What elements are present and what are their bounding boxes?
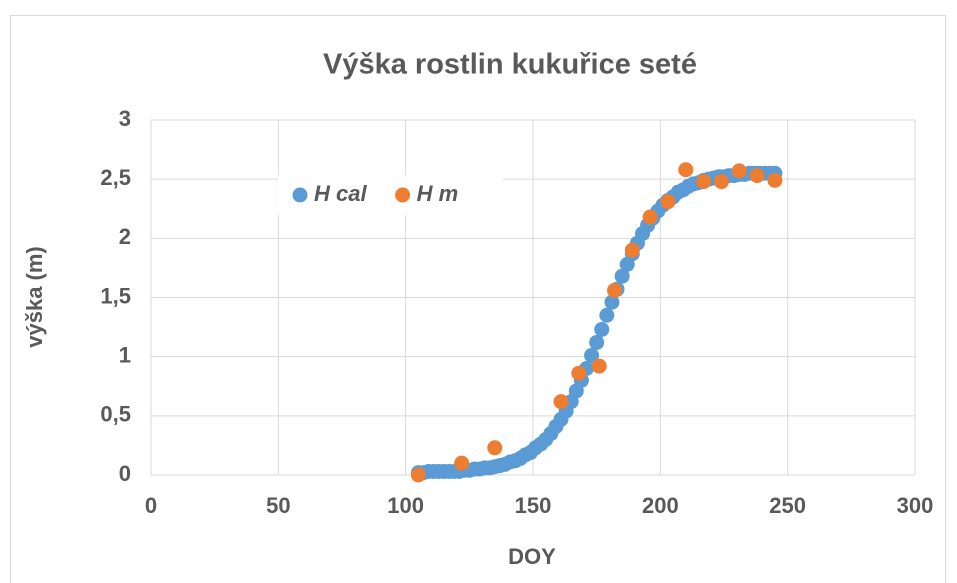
y-tick-label: 1 [119,342,131,367]
y-tick-label: 2 [119,224,131,249]
point [571,365,587,381]
point [749,168,765,184]
legend-marker [292,187,308,203]
legend-box [278,175,503,215]
x-tick-label: 50 [266,493,290,518]
y-axis-label: výška (m) [22,246,47,348]
legend-label: H cal [314,181,367,206]
legend-marker [395,187,411,203]
point [594,321,610,337]
x-tick-label: 100 [387,493,424,518]
point [696,174,712,190]
y-tick-label: 0 [119,461,131,486]
legend-label: H m [417,181,459,206]
point [614,268,630,284]
point [642,209,658,225]
y-tick-label: 2,5 [100,165,131,190]
point [604,294,620,310]
point [767,172,783,188]
point [660,194,676,210]
x-tick-label: 150 [515,493,552,518]
point [591,358,607,374]
y-tick-label: 3 [119,106,131,131]
point [599,307,615,323]
x-tick-label: 0 [145,493,157,518]
point [678,162,694,178]
point [584,347,600,363]
x-tick-label: 250 [769,493,806,518]
point [454,455,470,471]
point [553,394,569,410]
chart-border [10,15,946,583]
x-axis-label: DOY [508,544,556,569]
chart-title: Výška rostlin kukuřice seté [323,49,697,81]
point [487,440,503,456]
y-tick-label: 1,5 [100,283,131,308]
point [624,242,640,258]
point [410,467,426,483]
point [606,282,622,298]
point [713,174,729,190]
point [731,163,747,179]
point [589,334,605,350]
x-tick-label: 200 [642,493,679,518]
x-tick-label: 300 [897,493,934,518]
y-tick-label: 0,5 [100,402,131,427]
